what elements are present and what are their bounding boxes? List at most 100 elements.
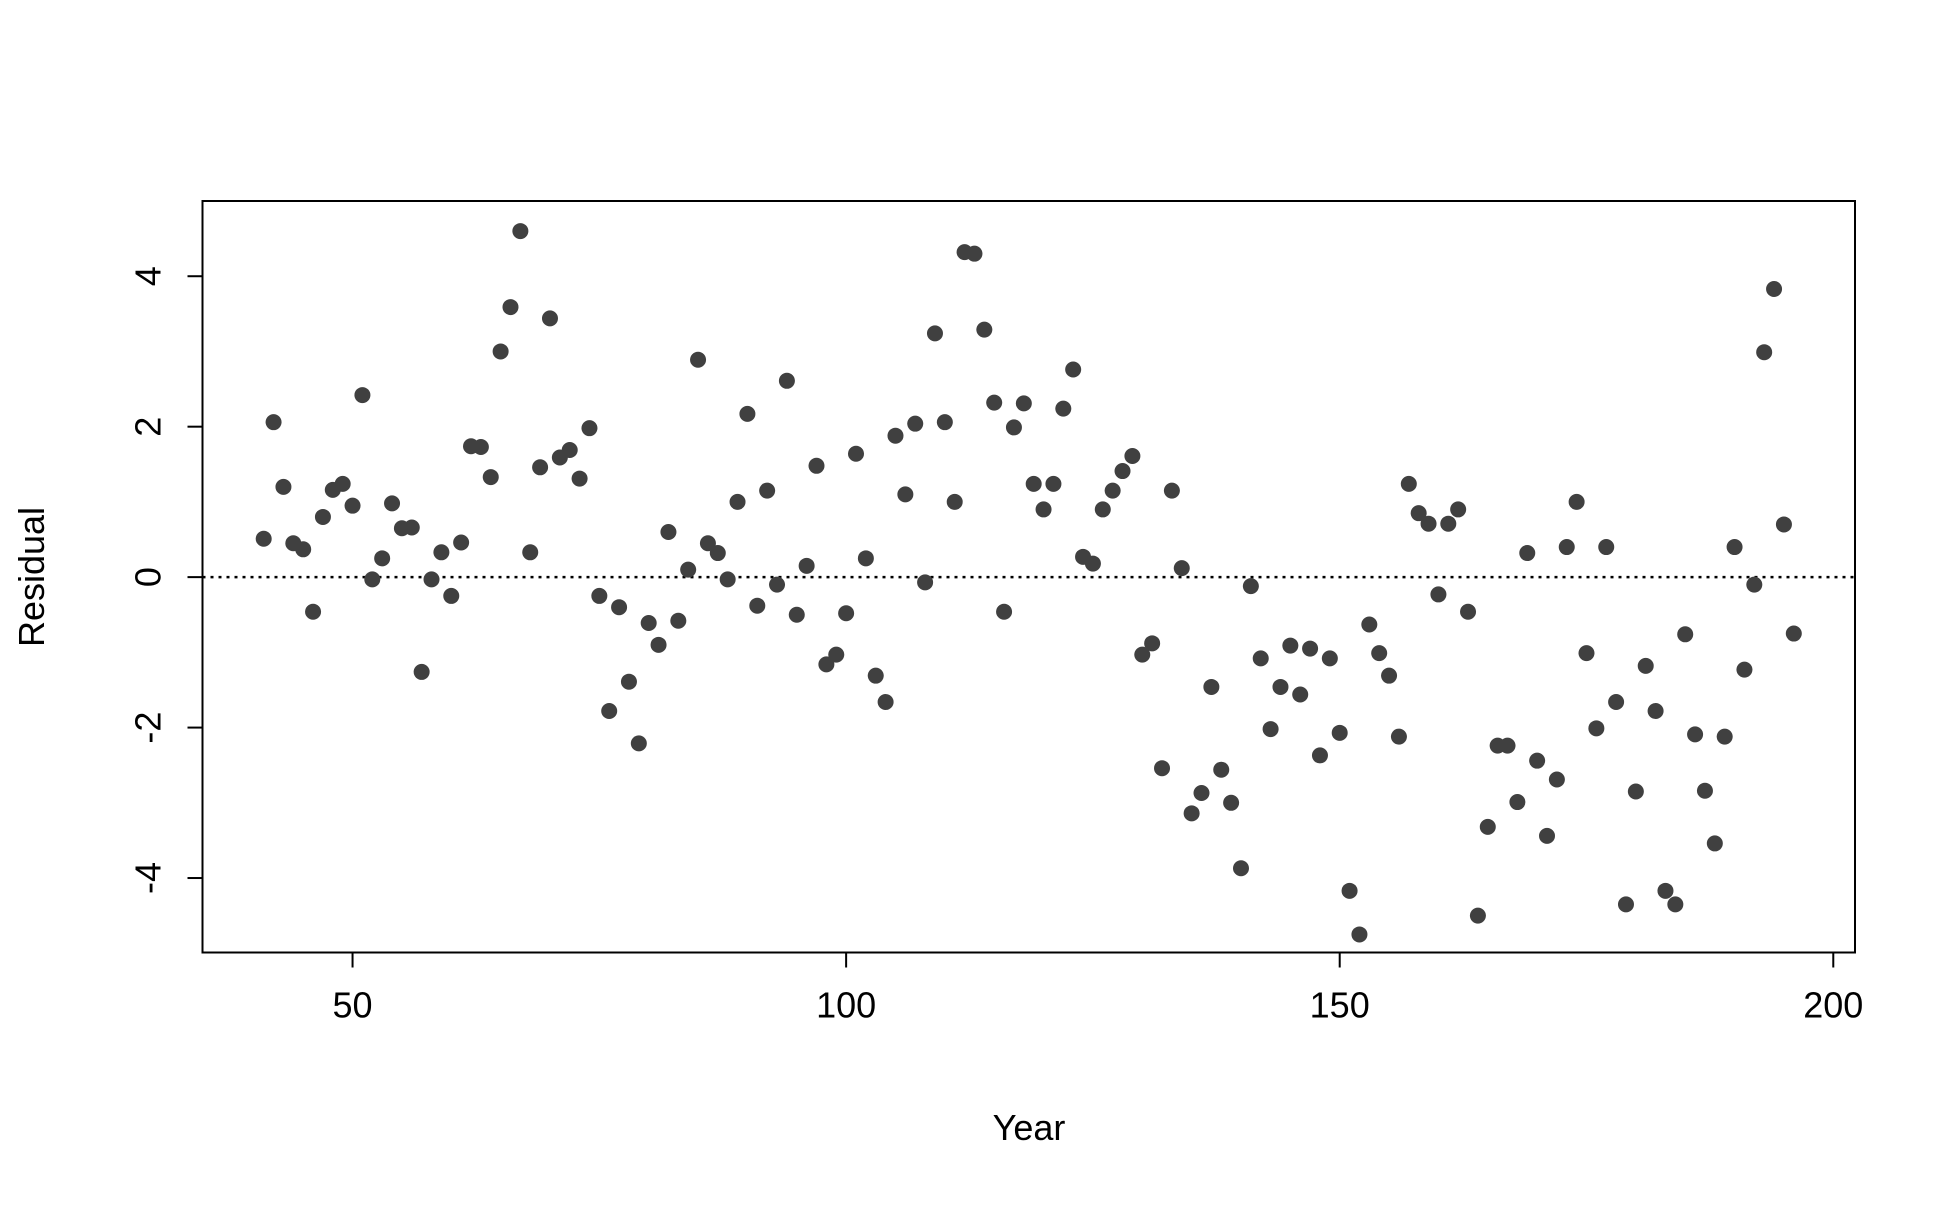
point: [1154, 760, 1171, 777]
point: [413, 663, 430, 680]
point: [314, 508, 331, 525]
y-axis-label: Residual: [11, 507, 52, 647]
point: [1667, 896, 1684, 913]
point: [867, 667, 884, 684]
point: [986, 394, 1003, 411]
point: [1696, 782, 1713, 799]
point: [1292, 686, 1309, 703]
point: [1539, 827, 1556, 844]
point: [976, 321, 993, 338]
point: [1420, 515, 1437, 532]
point: [926, 325, 943, 342]
point: [769, 576, 786, 593]
point: [1361, 616, 1378, 633]
point: [1114, 463, 1131, 480]
x-axis-label: Year: [993, 1107, 1066, 1148]
point: [749, 597, 766, 614]
point: [1183, 805, 1200, 822]
point: [887, 427, 904, 444]
point: [1578, 645, 1595, 662]
point: [1381, 667, 1398, 684]
point: [620, 673, 637, 690]
point: [1193, 785, 1210, 802]
point: [907, 415, 924, 432]
point: [1223, 794, 1240, 811]
point: [374, 550, 391, 567]
y-tick-label: -2: [128, 712, 169, 744]
point: [1163, 482, 1180, 499]
point: [1015, 395, 1032, 412]
point: [680, 561, 697, 578]
point: [305, 603, 322, 620]
point: [650, 636, 667, 653]
point: [354, 387, 371, 404]
point: [1548, 771, 1565, 788]
point: [433, 544, 450, 561]
point: [640, 615, 657, 632]
point: [729, 493, 746, 510]
point: [818, 656, 835, 673]
point: [630, 735, 647, 752]
point: [1203, 678, 1220, 695]
x-tick-label: 50: [333, 985, 373, 1026]
point: [1321, 650, 1338, 667]
point: [1025, 475, 1042, 492]
point: [798, 557, 815, 574]
point: [334, 475, 351, 492]
point: [1736, 661, 1753, 678]
x-tick-label: 150: [1310, 985, 1370, 1026]
point: [502, 299, 519, 316]
point: [1785, 625, 1802, 642]
point: [1460, 603, 1477, 620]
point: [838, 605, 855, 622]
point: [788, 606, 805, 623]
point: [472, 438, 489, 455]
point: [966, 245, 983, 262]
point: [1687, 726, 1704, 743]
point: [403, 519, 420, 536]
y-tick-label: 4: [128, 266, 169, 286]
point: [1627, 783, 1644, 800]
point: [917, 574, 934, 591]
point: [384, 495, 401, 512]
point: [1746, 576, 1763, 593]
point: [1766, 281, 1783, 298]
point: [1065, 361, 1082, 378]
point: [532, 459, 549, 476]
point: [946, 493, 963, 510]
point: [1371, 645, 1388, 662]
point: [1637, 657, 1654, 674]
point: [1617, 896, 1634, 913]
point: [1035, 501, 1052, 518]
point: [1430, 586, 1447, 603]
point: [1124, 448, 1141, 465]
point: [1213, 761, 1230, 778]
point: [265, 414, 282, 431]
point: [719, 571, 736, 588]
point: [660, 523, 677, 540]
point: [1104, 482, 1121, 499]
point: [778, 372, 795, 389]
point: [1232, 860, 1249, 877]
point: [591, 587, 608, 604]
x-tick-label: 100: [816, 985, 876, 1026]
point: [1499, 737, 1516, 754]
point: [1726, 539, 1743, 556]
point: [1302, 640, 1319, 657]
point: [1282, 637, 1299, 654]
point: [1608, 694, 1625, 710]
point: [1657, 882, 1674, 899]
point: [1055, 400, 1072, 417]
point: [709, 545, 726, 562]
point: [1647, 703, 1664, 720]
point: [936, 414, 953, 431]
point: [1094, 501, 1111, 518]
point: [857, 550, 874, 567]
point: [1756, 344, 1773, 361]
point: [1677, 626, 1694, 643]
point: [512, 223, 529, 240]
point: [699, 535, 716, 552]
y-tick-label: -4: [128, 862, 169, 894]
point: [690, 351, 707, 368]
point: [1509, 794, 1526, 811]
